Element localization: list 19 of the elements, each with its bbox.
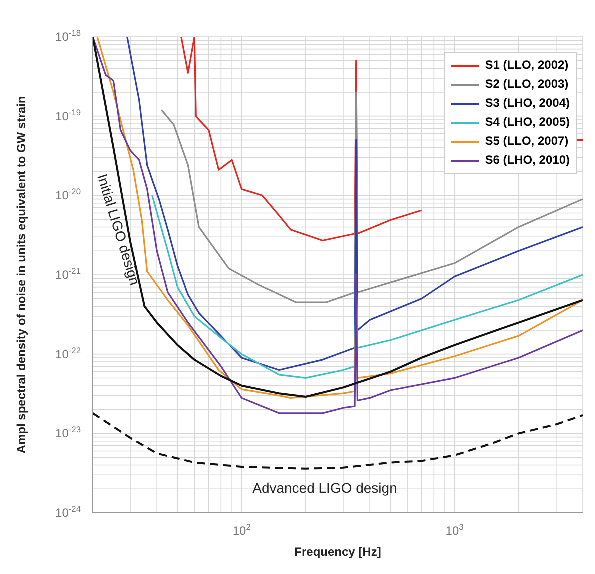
legend-label: S6 (LHO, 2010) <box>485 152 570 169</box>
annotation: Advanced LIGO design <box>252 480 398 496</box>
x-tick-label: 10$^{2}$ <box>232 522 252 538</box>
x-axis-title: Frequency [Hz] <box>294 545 382 559</box>
y-tick-label: 10$^{-23}$ <box>56 424 82 441</box>
x-tick-label: 10$^{3}$ <box>446 522 464 538</box>
legend-label: S1 (LLO, 2002) <box>485 57 569 74</box>
y-tick-label: 10$^{-19}$ <box>56 107 82 124</box>
y-tick-label: 10$^{-22}$ <box>56 345 82 362</box>
legend-label: S4 (LHO, 2005) <box>485 114 570 131</box>
legend-label: S5 (LLO, 2007) <box>485 133 569 150</box>
annotation: Initial LIGO design <box>94 172 144 288</box>
y-axis-title: Ampl spectral density of noise in units equivalent to GW strain <box>14 96 28 454</box>
legend-label: S2 (LLO, 2003) <box>485 76 569 93</box>
y-tick-label: 10$^{-18}$ <box>56 28 82 44</box>
legend-label: S3 (LHO, 2004) <box>485 95 570 112</box>
y-tick-label: 10$^{-24}$ <box>56 504 82 520</box>
y-tick-label: 10$^{-21}$ <box>56 266 82 282</box>
y-tick-label: 10$^{-20}$ <box>56 186 82 203</box>
